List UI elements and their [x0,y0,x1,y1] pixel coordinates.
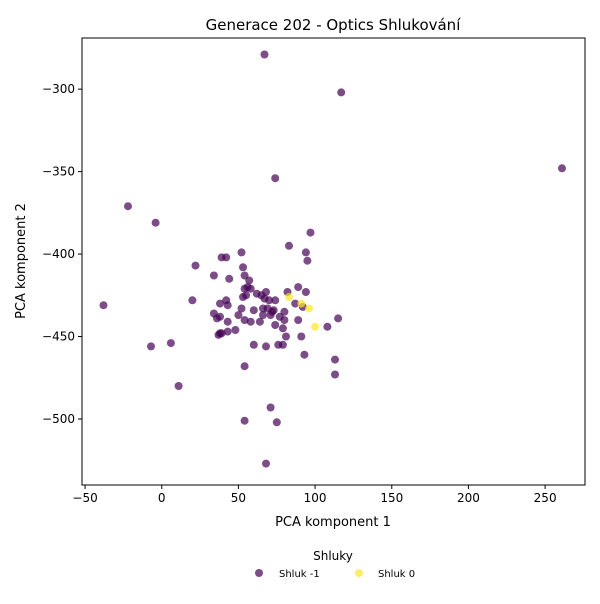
data-point-cluster-neg1 [166,339,175,348]
data-point-cluster-0 [305,304,313,313]
data-point-cluster-neg1 [282,332,290,341]
data-point-cluster-neg1 [294,316,303,325]
data-point-cluster-neg1 [191,261,200,270]
data-point-cluster-0 [297,299,306,308]
x-axis: −50 0 50 100 150 200 250 [72,485,557,505]
data-point-cluster-neg1 [301,248,310,257]
data-point-cluster-neg1 [266,403,275,412]
data-point-cluster-neg1 [271,174,280,183]
y-axis-label: PCA komponent 2 [14,203,29,319]
chart-title: Generace 202 - Optics Shlukování [206,16,462,34]
data-point-cluster-neg1 [225,274,234,283]
data-point-cluster-neg1 [271,321,280,329]
plot-frame [81,37,586,486]
x-tick-label: 250 [534,491,557,505]
data-point-cluster-neg1 [306,228,315,237]
data-point-cluster-neg1 [260,50,269,59]
data-point-cluster-neg1 [331,355,339,364]
y-tick-label: −300 [42,82,75,96]
data-point-cluster-neg1 [240,416,249,425]
data-point-cluster-neg1 [237,248,246,257]
data-point-cluster-neg1 [240,362,249,371]
data-point-cluster-neg1 [294,283,303,292]
data-point-cluster-neg1 [223,301,232,310]
legend-label-cluster-neg1: Shluk -1 [279,569,320,580]
data-point-cluster-neg1 [222,253,231,262]
y-axis: −500 −450 −400 −350 −300 [42,82,82,426]
data-point-cluster-neg1 [239,263,247,272]
data-point-cluster-neg1 [252,289,261,298]
data-point-cluster-neg1 [234,311,243,320]
data-point-cluster-neg1 [323,322,332,331]
data-point-cluster-neg1 [147,342,155,351]
data-point-cluster-neg1 [214,330,223,339]
data-point-cluster-neg1 [255,317,264,326]
data-point-cluster-neg1 [124,202,132,211]
data-point-cluster-neg1 [291,299,300,308]
data-point-cluster-neg1 [266,311,275,320]
x-tick-label: 0 [158,491,166,505]
data-point-cluster-0 [311,322,320,331]
data-point-cluster-neg1 [245,276,254,285]
data-point-cluster-neg1 [303,256,312,265]
y-tick-label: −400 [42,247,75,261]
data-point-cluster-neg1 [334,314,343,323]
data-point-cluster-neg1 [259,311,267,320]
points-layer [99,50,566,468]
x-axis-label: PCA komponent 1 [275,515,391,530]
x-tick-label: 150 [380,491,403,505]
data-point-cluster-neg1 [262,459,270,468]
x-tick-label: 200 [457,491,480,505]
legend-marker-cluster-neg1 [255,569,263,577]
data-point-cluster-neg1 [300,350,309,359]
data-point-cluster-neg1 [280,316,289,325]
y-tick-label: −450 [42,330,75,344]
data-point-cluster-neg1 [216,299,224,308]
data-point-cluster-neg1 [246,284,255,293]
data-point-cluster-neg1 [249,306,258,315]
data-point-cluster-0 [285,293,293,301]
data-point-cluster-neg1 [240,316,249,325]
data-point-cluster-neg1 [278,324,287,333]
x-tick-label: 50 [231,491,246,505]
data-point-cluster-neg1 [558,164,566,173]
data-point-cluster-neg1 [151,218,160,227]
y-tick-label: −500 [42,412,75,426]
data-point-cluster-neg1 [188,296,197,305]
data-point-cluster-neg1 [297,332,306,341]
legend-label-cluster-0: Shluk 0 [378,569,415,580]
legend-marker-cluster-0 [355,569,363,577]
data-point-cluster-neg1 [240,284,249,293]
data-point-cluster-neg1 [278,340,287,349]
legend: Shluky Shluk -1 Shluk 0 [255,549,415,580]
data-point-cluster-neg1 [213,314,221,323]
data-point-cluster-neg1 [246,317,255,326]
data-point-cluster-neg1 [285,241,293,250]
data-point-cluster-neg1 [272,418,281,427]
data-point-cluster-neg1 [262,342,270,351]
data-point-cluster-neg1 [242,291,251,300]
data-point-cluster-neg1 [99,301,108,310]
data-point-cluster-neg1 [174,382,183,390]
data-point-cluster-neg1 [271,296,280,305]
data-point-cluster-neg1 [249,340,258,349]
data-point-cluster-neg1 [209,271,218,280]
y-tick-label: −350 [42,165,75,179]
data-point-cluster-neg1 [237,304,246,313]
data-point-cluster-neg1 [223,327,232,336]
data-point-cluster-neg1 [337,88,346,97]
x-tick-label: −50 [72,491,97,505]
data-point-cluster-neg1 [231,326,240,334]
data-point-cluster-neg1 [301,288,310,296]
x-tick-label: 100 [304,491,327,505]
data-point-cluster-neg1 [331,370,339,379]
legend-title: Shluky [313,549,353,563]
data-point-cluster-neg1 [223,317,232,326]
data-point-cluster-neg1 [265,296,274,305]
